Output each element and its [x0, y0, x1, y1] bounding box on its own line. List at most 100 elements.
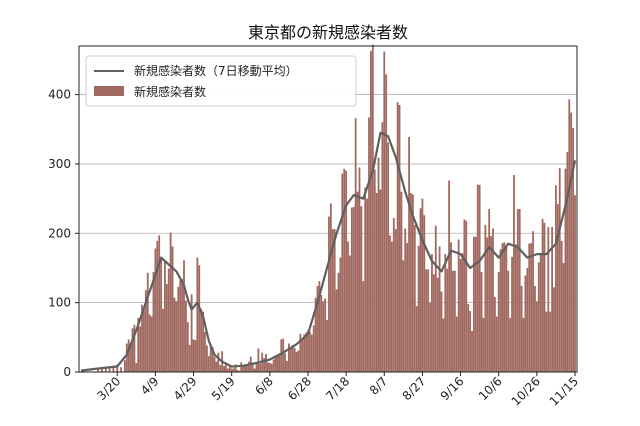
bar — [246, 364, 248, 372]
bar — [513, 175, 515, 372]
bar — [165, 283, 168, 372]
bar — [541, 218, 544, 372]
bar — [278, 355, 281, 372]
bar — [528, 243, 531, 372]
bar — [553, 287, 555, 372]
bar — [572, 127, 574, 373]
bar — [463, 219, 466, 372]
bar — [413, 224, 416, 372]
x-tick-label: 11/15 — [547, 374, 581, 408]
bar — [556, 204, 559, 372]
bar — [247, 361, 250, 372]
y-tick-label: 400 — [48, 88, 71, 102]
y-tick-label: 300 — [48, 157, 71, 171]
bar — [253, 368, 256, 372]
bar — [390, 241, 393, 372]
bar — [473, 236, 475, 372]
bar — [356, 191, 359, 372]
bar — [471, 331, 473, 372]
bar — [383, 51, 386, 372]
bar — [394, 229, 397, 372]
bar — [455, 316, 458, 372]
bar — [574, 195, 576, 372]
bar — [371, 44, 374, 373]
bar — [251, 362, 254, 372]
bar — [558, 168, 561, 372]
bar — [522, 317, 525, 372]
bar — [497, 272, 500, 372]
bar — [555, 185, 557, 372]
bar — [568, 99, 571, 372]
bar — [417, 245, 420, 372]
bar — [392, 218, 395, 372]
bar — [104, 366, 107, 372]
bar — [303, 334, 306, 372]
bar — [276, 354, 279, 372]
bar — [267, 362, 269, 372]
bar — [511, 256, 513, 372]
bar — [370, 50, 372, 373]
bar — [181, 279, 183, 372]
bar — [326, 319, 328, 372]
bar — [280, 339, 283, 372]
legend-bar-label: 新規感染者数 — [134, 84, 206, 99]
bar — [562, 263, 565, 372]
bar — [345, 170, 348, 372]
bar — [493, 297, 496, 372]
bar — [440, 291, 443, 372]
bar — [570, 112, 573, 373]
bar — [368, 117, 370, 372]
bar — [389, 235, 391, 372]
bar — [537, 262, 540, 372]
bar — [444, 254, 447, 372]
bar — [188, 344, 191, 372]
bar — [192, 339, 195, 372]
bar — [534, 285, 536, 372]
bar — [268, 362, 271, 372]
y-tick-label: 0 — [63, 365, 71, 379]
bar — [307, 330, 309, 372]
bar — [373, 169, 376, 372]
bar — [322, 301, 325, 372]
bar — [213, 356, 216, 372]
bar — [398, 104, 401, 372]
bar — [211, 347, 214, 372]
bar — [297, 350, 300, 372]
bar — [179, 280, 182, 372]
bar — [173, 297, 176, 372]
bar — [320, 295, 323, 372]
bar — [476, 184, 479, 372]
bar — [467, 304, 470, 372]
bar — [349, 255, 351, 372]
bar — [158, 235, 161, 372]
bar — [236, 369, 239, 372]
bar — [499, 249, 502, 372]
bar — [259, 363, 262, 372]
bar — [566, 152, 569, 372]
bar — [137, 317, 140, 372]
legend-box — [85, 55, 357, 107]
bar — [207, 356, 210, 372]
bar — [333, 229, 336, 372]
bar — [450, 242, 452, 372]
bar — [160, 256, 163, 372]
bar — [438, 246, 441, 372]
bar — [310, 334, 313, 372]
bar — [190, 294, 193, 372]
x-tick-label: 6/8 — [252, 374, 276, 398]
bar — [469, 310, 471, 372]
bar — [177, 286, 180, 372]
bar — [129, 344, 132, 372]
bar — [549, 311, 552, 372]
bar — [135, 362, 138, 372]
bar — [183, 260, 185, 372]
bar — [308, 331, 311, 372]
bar — [219, 365, 222, 372]
bar — [167, 268, 170, 372]
bar — [400, 191, 403, 372]
bar — [524, 275, 527, 372]
bar — [112, 365, 115, 372]
bar — [324, 298, 327, 372]
bar — [387, 142, 389, 372]
bar — [432, 274, 435, 372]
